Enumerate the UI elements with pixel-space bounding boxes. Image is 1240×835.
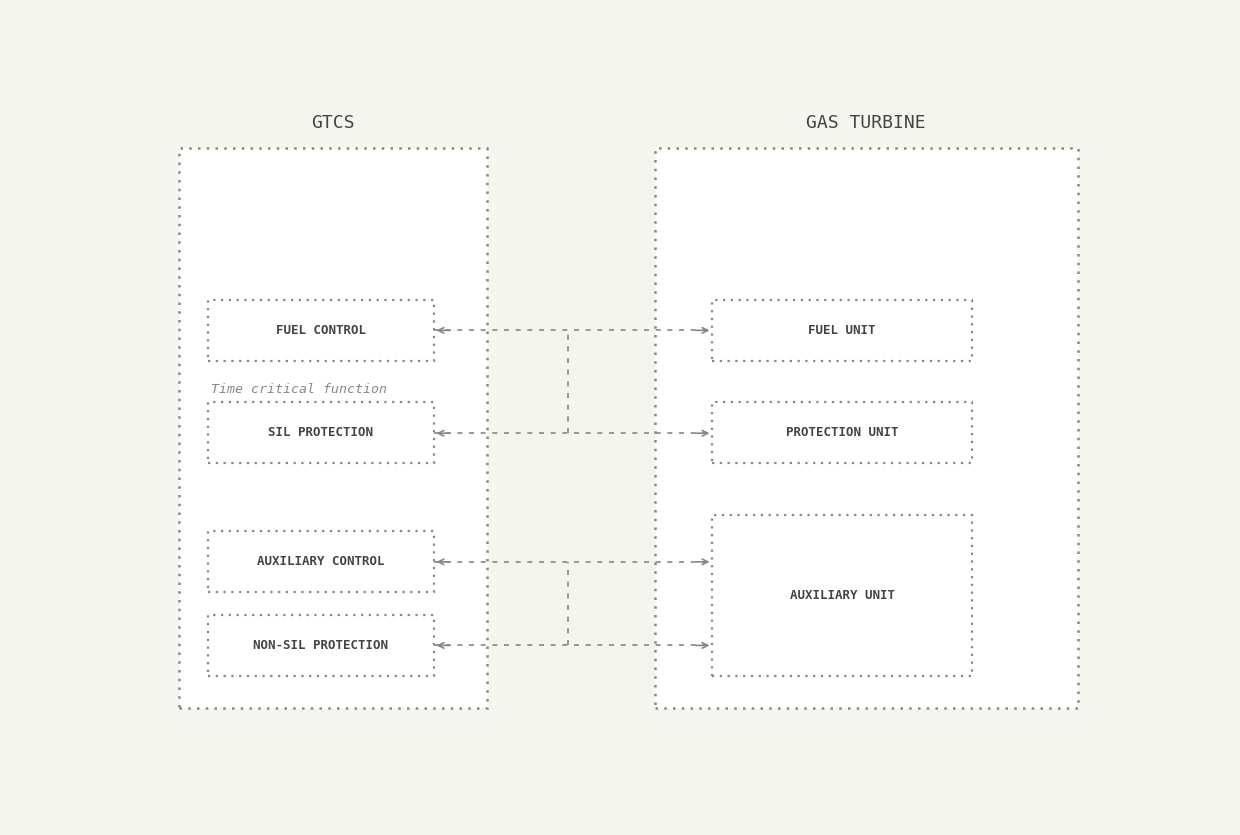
Bar [712, 515, 972, 676]
Text: PROTECTION UNIT: PROTECTION UNIT [786, 427, 898, 439]
Bar [208, 615, 434, 676]
Bar [712, 402, 972, 463]
Text: GTCS: GTCS [311, 114, 355, 132]
Bar [179, 149, 486, 708]
Bar [712, 300, 972, 361]
Text: Time critical function: Time critical function [211, 383, 387, 396]
Bar [208, 402, 434, 463]
Bar [208, 531, 434, 592]
Text: NON-SIL PROTECTION: NON-SIL PROTECTION [253, 639, 388, 651]
Bar [208, 300, 434, 361]
Text: FUEL UNIT: FUEL UNIT [808, 323, 875, 337]
Text: GAS TURBINE: GAS TURBINE [806, 114, 926, 132]
Text: FUEL CONTROL: FUEL CONTROL [275, 323, 366, 337]
Bar [655, 149, 1078, 708]
Text: AUXILIARY UNIT: AUXILIARY UNIT [790, 589, 894, 602]
Text: AUXILIARY CONTROL: AUXILIARY CONTROL [257, 555, 384, 568]
Text: SIL PROTECTION: SIL PROTECTION [268, 427, 373, 439]
